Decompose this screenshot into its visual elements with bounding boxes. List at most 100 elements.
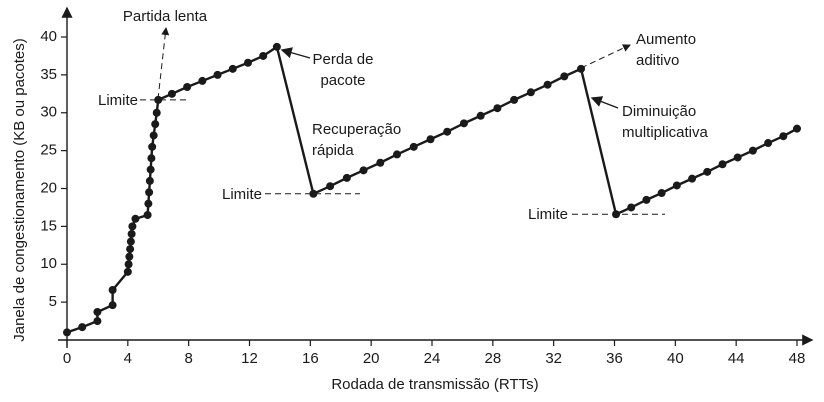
y-tick-label: 15 [40,217,57,234]
x-tick-label: 28 [484,350,501,367]
y-tick-label: 10 [40,255,57,272]
point [510,95,519,104]
y-tick-label: 40 [40,28,57,45]
point [543,80,552,89]
annotation: Perda de [313,51,374,68]
point [718,160,727,169]
x-tick-label: 0 [63,350,71,367]
threshold-label: Limite [98,92,138,109]
point [63,328,71,337]
point [183,82,192,91]
point [627,203,636,212]
point [93,307,102,316]
point [426,135,435,144]
point [612,210,621,219]
annotation: Partida lenta [123,8,208,25]
additive-extension [580,44,631,69]
decrease-arrow [590,96,619,109]
point [577,64,586,73]
point [93,317,102,326]
point [151,120,160,129]
point [688,174,697,183]
point [326,182,335,191]
point [764,139,773,148]
slow-start-extension [157,27,170,100]
point [148,142,157,151]
point [259,51,268,60]
point [143,211,152,220]
point [145,176,154,185]
point [526,88,535,97]
point [459,119,468,128]
x-tick-label: 24 [424,350,441,367]
point [748,146,757,155]
annotation: Recuperação [312,121,401,138]
annotation: rápida [312,142,354,159]
point [108,286,117,295]
point [152,108,161,117]
annotation: multiplicativa [622,124,709,141]
x-tick-label: 44 [728,350,745,367]
line [66,44,798,334]
annotation: aditivo [636,52,679,69]
point [672,181,681,190]
point [124,260,133,269]
threshold-label: Limite [222,186,262,203]
point [493,104,502,113]
x-tick-label: 36 [606,350,623,367]
point [126,245,135,254]
point [409,142,418,151]
point [560,72,569,81]
point [657,189,666,198]
point [213,70,222,79]
point [228,64,237,73]
point [476,111,485,120]
point [128,222,137,231]
y-tick-label: 30 [40,104,57,121]
point [108,301,117,310]
point [78,323,87,332]
x-tick-label: 48 [789,350,806,367]
threshold-label: Limite [528,206,568,223]
point [127,229,136,238]
point [793,124,801,133]
point [154,95,163,104]
point [733,153,742,162]
point [131,214,140,223]
annotation: Diminuição [622,103,696,120]
point [146,165,155,174]
y-tick-label: 35 [40,66,57,83]
x-tick-label: 4 [124,350,132,367]
y-axis-label: Janela de congestionamento (KB ou pacote… [11,38,28,342]
y-tick-label: 25 [40,142,57,159]
point [393,150,402,159]
x-tick-label: 40 [667,350,684,367]
annotation: Aumento [636,31,696,48]
point [167,89,176,98]
point [198,76,207,85]
point [309,189,318,198]
point [342,173,351,182]
point [243,58,252,67]
x-tick-label: 32 [545,350,562,367]
point [359,166,368,175]
y-tick-label: 5 [49,293,57,310]
y-tick-label: 20 [40,179,57,196]
point [443,127,452,136]
point [642,195,651,204]
x-tick-label: 12 [241,350,258,367]
point [376,158,385,167]
annotation: pacote [320,72,365,89]
point [144,199,153,208]
x-tick-label: 20 [363,350,380,367]
point [149,131,158,140]
x-axis-label: Rodada de transmissão (RTTs) [331,376,538,393]
point [272,42,281,51]
point [779,132,788,141]
point [123,267,132,276]
point [126,237,135,246]
loss-arrow [280,47,311,59]
x-tick-label: 8 [184,350,192,367]
point [125,252,134,261]
